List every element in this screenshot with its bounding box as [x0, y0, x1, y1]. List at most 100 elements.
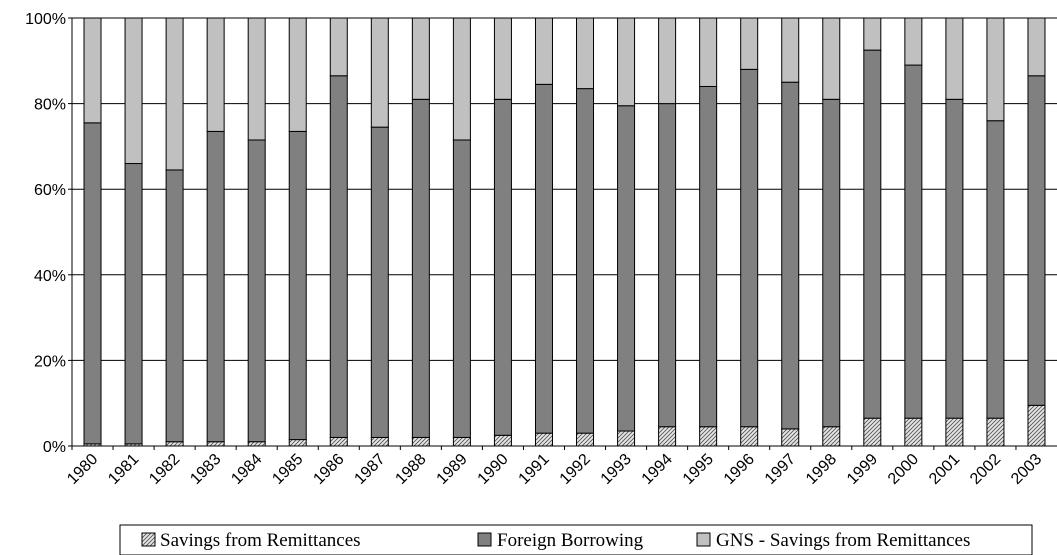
- bar-segment-gns-savings-from-remittances-1993: [617, 17, 636, 107]
- bar-segment-gns-savings-from-remittances-2002: [986, 17, 1005, 122]
- x-tick-label: 1981: [105, 451, 142, 488]
- bar-segment-foreign-borrowing-1980: [83, 122, 102, 445]
- bar-segment-foreign-borrowing-1984: [247, 139, 266, 443]
- y-tick-label: 80%: [34, 97, 66, 114]
- x-tick-label: 2002: [967, 451, 1004, 488]
- x-tick-label: 1988: [392, 451, 429, 488]
- bar-segment-savings-from-remittances-1993: [617, 430, 636, 447]
- bar-segment-gns-savings-from-remittances-1999: [863, 17, 882, 51]
- legend: Savings from Remittances Foreign Borrowi…: [119, 524, 1033, 555]
- bar-segment-gns-savings-from-remittances-1983: [206, 17, 225, 132]
- bar-segment-savings-from-remittances-1994: [658, 426, 677, 447]
- x-tick-label: 1980: [64, 451, 101, 488]
- legend-swatch-savings-from-remittances: [141, 532, 156, 547]
- x-tick-label: 1990: [475, 451, 512, 488]
- x-tick-label: 2000: [885, 451, 922, 488]
- bar-segment-savings-from-remittances-2000: [904, 417, 923, 447]
- bar-segment-foreign-borrowing-1992: [576, 88, 595, 434]
- bar-segment-savings-from-remittances-1990: [493, 434, 512, 447]
- bar-segment-foreign-borrowing-2003: [1027, 75, 1046, 406]
- bar-segment-foreign-borrowing-1989: [452, 139, 471, 438]
- x-tick-label: 1994: [639, 451, 676, 488]
- y-tick-label: 60%: [34, 182, 66, 199]
- x-tick-label: 1989: [434, 451, 471, 488]
- y-tick-labels: 0% 20% 40% 60% 80% 100%: [25, 11, 66, 456]
- bar-segment-savings-from-remittances-1995: [699, 426, 718, 447]
- bar-segment-foreign-borrowing-1996: [740, 68, 759, 428]
- bar-segment-savings-from-remittances-2002: [986, 417, 1005, 447]
- x-tick-label: 1995: [680, 451, 717, 488]
- bar-segment-gns-savings-from-remittances-1981: [124, 17, 143, 165]
- bar-segment-gns-savings-from-remittances-1997: [781, 17, 800, 83]
- x-tick-label: 1992: [557, 451, 594, 488]
- bar-segment-savings-from-remittances-1996: [740, 426, 759, 447]
- bar-segment-savings-from-remittances-1999: [863, 417, 882, 447]
- bar-segment-savings-from-remittances-1983: [206, 441, 225, 447]
- bar-segment-savings-from-remittances-1987: [370, 436, 389, 447]
- bar-segment-savings-from-remittances-1989: [452, 436, 471, 447]
- bar-segment-gns-savings-from-remittances-2001: [945, 17, 964, 100]
- x-tick-label: 2003: [1008, 451, 1045, 488]
- bar-segment-gns-savings-from-remittances-1989: [452, 17, 471, 141]
- bar-segment-gns-savings-from-remittances-1994: [658, 17, 677, 105]
- bar-segment-foreign-borrowing-1987: [370, 126, 389, 438]
- bar-segment-gns-savings-from-remittances-1998: [822, 17, 841, 100]
- x-tick-label: 1985: [269, 451, 306, 488]
- y-tick-label: 100%: [25, 11, 66, 28]
- bar-segment-gns-savings-from-remittances-1992: [576, 17, 595, 90]
- bar-segment-foreign-borrowing-1981: [124, 163, 143, 445]
- bar-segment-gns-savings-from-remittances-1984: [247, 17, 266, 141]
- legend-box: [119, 524, 1033, 555]
- bar-segment-gns-savings-from-remittances-1985: [288, 17, 307, 132]
- bar-segment-foreign-borrowing-1985: [288, 130, 307, 441]
- bar-segment-foreign-borrowing-2000: [904, 64, 923, 419]
- bar-segment-savings-from-remittances-2001: [945, 417, 964, 447]
- bar-segment-savings-from-remittances-1986: [329, 436, 348, 447]
- bar-segment-foreign-borrowing-1998: [822, 98, 841, 428]
- axes: [71, 18, 1057, 450]
- x-tick-label: 1997: [762, 451, 799, 488]
- x-tick-label: 1982: [146, 451, 183, 488]
- bar-segment-savings-from-remittances-1982: [165, 441, 184, 447]
- bar-segment-gns-savings-from-remittances-1987: [370, 17, 389, 128]
- x-tick-label: 1996: [721, 451, 758, 488]
- x-tick-label: 1998: [803, 451, 840, 488]
- x-tick-label: 1986: [310, 451, 347, 488]
- y-tick-label: 0%: [43, 439, 66, 456]
- legend-label-savings-from-remittances: Savings from Remittances: [160, 530, 361, 551]
- bar-segment-gns-savings-from-remittances-2003: [1027, 17, 1046, 77]
- bar-segment-savings-from-remittances-1988: [411, 436, 430, 447]
- bar-segment-foreign-borrowing-1995: [699, 85, 718, 428]
- x-tick-label: 1984: [228, 451, 265, 488]
- legend-swatch-gns-savings-from-remittances: [696, 532, 711, 547]
- bar-segment-savings-from-remittances-2003: [1027, 404, 1046, 447]
- bar-segment-savings-from-remittances-1984: [247, 441, 266, 447]
- legend-swatch-foreign-borrowing: [477, 532, 492, 547]
- x-tick-labels: 1980 1981 1982 1983 1984 1985 1986 1987 1988 1989…: [64, 451, 1045, 488]
- bar-segment-gns-savings-from-remittances-1986: [329, 17, 348, 77]
- bar-segment-foreign-borrowing-2001: [945, 98, 964, 419]
- bar-segment-foreign-borrowing-1990: [493, 98, 512, 436]
- x-tick-label: 1987: [351, 451, 388, 488]
- x-tick-label: 1983: [187, 451, 224, 488]
- bar-segment-gns-savings-from-remittances-1990: [493, 17, 512, 100]
- bar-segment-gns-savings-from-remittances-1991: [534, 17, 553, 85]
- gridlines: [68, 17, 1057, 447]
- x-tick-label: 2001: [926, 451, 963, 488]
- bar-segment-savings-from-remittances-1992: [576, 432, 595, 447]
- x-tick-label: 1993: [598, 451, 635, 488]
- y-tick-label: 40%: [34, 268, 66, 285]
- bar-segment-foreign-borrowing-1999: [863, 49, 882, 419]
- bar-segment-foreign-borrowing-1994: [658, 103, 677, 428]
- bar-segment-gns-savings-from-remittances-1980: [83, 17, 102, 124]
- legend-label-gns-savings-from-remittances: GNS - Savings from Remittances: [716, 530, 970, 551]
- bar-segment-foreign-borrowing-1983: [206, 130, 225, 443]
- x-tick-label: 1991: [516, 451, 553, 488]
- bar-segment-savings-from-remittances-1997: [781, 428, 800, 447]
- x-tick-label: 1999: [844, 451, 881, 488]
- bar-segment-foreign-borrowing-1986: [329, 75, 348, 438]
- bar-segment-foreign-borrowing-1988: [411, 98, 430, 438]
- bar-segment-foreign-borrowing-1997: [781, 81, 800, 430]
- bar-segment-gns-savings-from-remittances-1988: [411, 17, 430, 100]
